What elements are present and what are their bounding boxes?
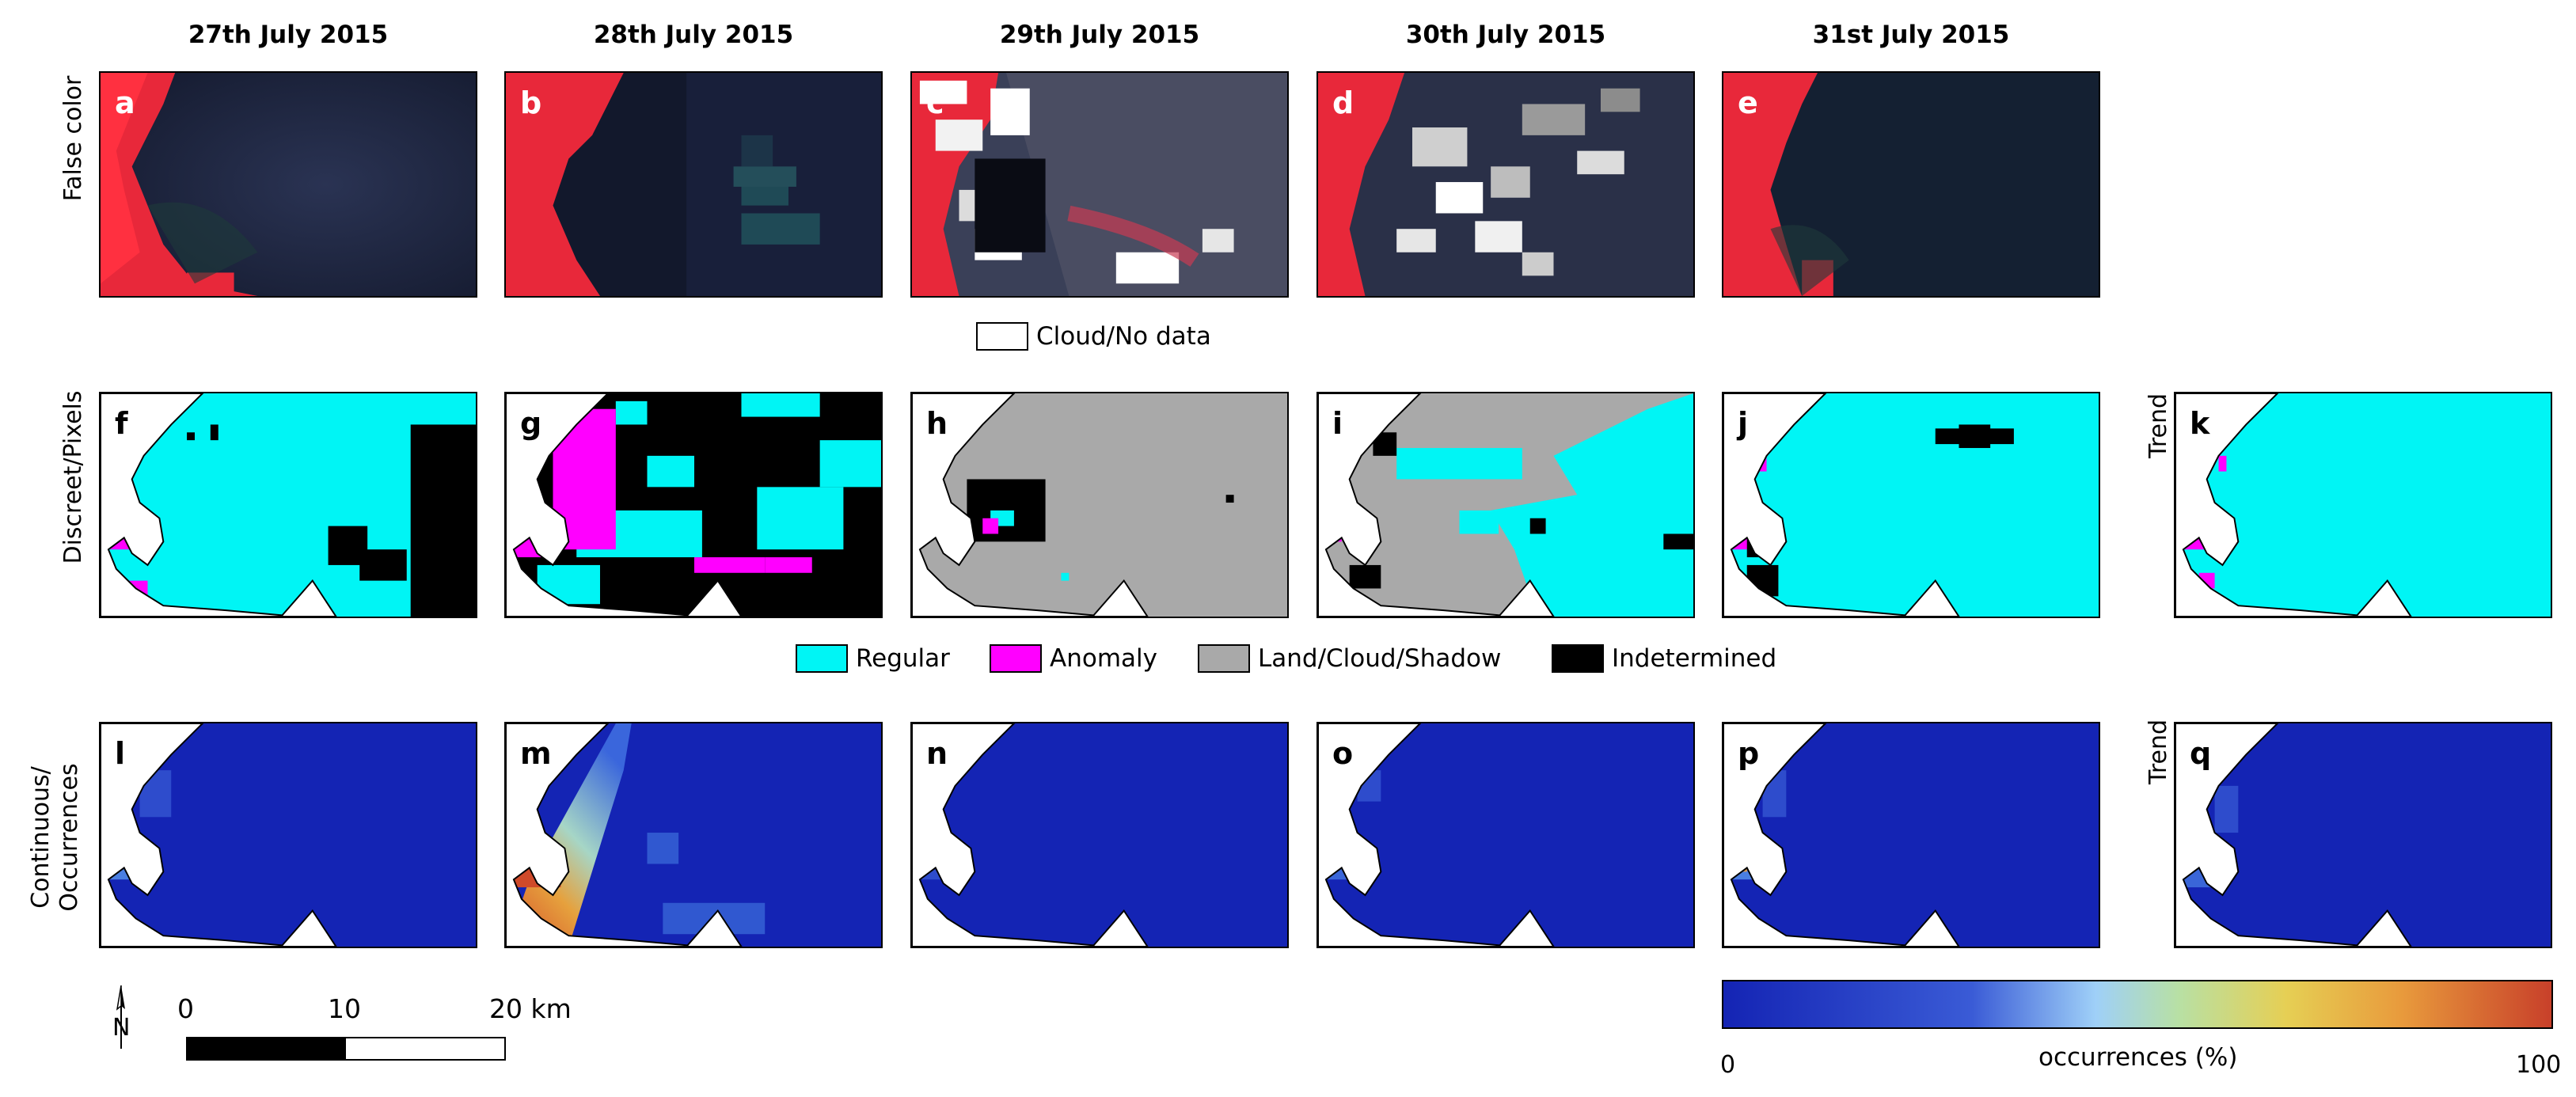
false-color-panel-e: e	[1722, 71, 2100, 298]
class-legend-land-cloud-label: Land/Cloud/Shadow	[1258, 644, 1502, 673]
colorbar-min: 0	[1720, 1051, 1736, 1079]
column-header-2: 28th July 2015	[593, 21, 794, 49]
class-legend-land-cloud: Land/Cloud/Shadow	[1198, 644, 1501, 673]
discrete-panel-k: k	[2174, 392, 2552, 618]
panel-letter-e: e	[1738, 85, 1758, 120]
column-header-4: 30th July 2015	[1405, 21, 1606, 49]
panel-letter-b: b	[520, 85, 542, 120]
discrete-panel-j: j	[1722, 392, 2100, 618]
class-legend-land-cloud-swatch	[1198, 644, 1250, 673]
row-label-continuous-line2: Occurrences	[55, 763, 83, 912]
panel-letter-o: o	[1332, 736, 1354, 771]
panel-letter-h: h	[926, 406, 948, 441]
scale-tick-0: 0	[177, 993, 194, 1024]
discrete-panel-h: h	[910, 392, 1289, 618]
land-spit	[1902, 909, 1960, 947]
class-legend-anomaly: Anomaly	[990, 644, 1157, 673]
land-spit	[1091, 909, 1149, 947]
column-header-5: 31st July 2015	[1812, 21, 2010, 49]
continuous-panel-n: n	[910, 722, 1289, 948]
discrete-panel-i: i	[1316, 392, 1695, 618]
class-legend-regular-label: Regular	[856, 644, 950, 673]
panel-letter-j: j	[1738, 406, 1749, 441]
land-spit	[279, 909, 337, 947]
continuous-panel-m: m	[504, 722, 883, 948]
discrete-panel-f: f	[99, 392, 477, 618]
continuous-panel-o: o	[1316, 722, 1695, 948]
panel-letter-p: p	[1738, 736, 1760, 771]
panel-letter-d: d	[1332, 85, 1354, 120]
colorbar-title: occurrences (%)	[2038, 1043, 2238, 1072]
trend-label-discrete: Trend	[2145, 393, 2172, 459]
row-label-discrete: Discreet/Pixels	[59, 390, 87, 564]
panel-letter-l: l	[115, 736, 126, 771]
scale-bar-black-segment	[188, 1038, 346, 1059]
class-legend-indetermined: Indetermined	[1552, 644, 1776, 673]
panel-letter-a: a	[115, 85, 135, 120]
cloud-legend: Cloud/No data	[976, 322, 1211, 351]
trend-label-continuous: Trend	[2145, 719, 2172, 785]
row-label-continuous-line1: Continuous/	[27, 766, 55, 909]
class-legend-indetermined-swatch	[1552, 644, 1604, 673]
row-label-continuous: Continuous/ Occurrences	[27, 763, 84, 911]
north-arrow-icon	[116, 985, 125, 1049]
panel-letter-c: c	[926, 85, 944, 120]
panel-letter-m: m	[520, 736, 552, 771]
column-header-1: 27th July 2015	[188, 21, 389, 49]
panel-letter-f: f	[115, 406, 128, 441]
land-spit	[685, 579, 743, 617]
class-legend-regular: Regular	[796, 644, 950, 673]
north-label: N	[112, 1014, 131, 1042]
false-color-panel-b: b	[504, 71, 883, 298]
colorbar	[1722, 980, 2553, 1029]
class-legend-regular-swatch	[796, 644, 848, 673]
column-header-3: 29th July 2015	[999, 21, 1200, 49]
cloud-legend-swatch	[976, 322, 1028, 351]
land-spit	[2354, 909, 2412, 947]
land-spit	[2354, 579, 2412, 617]
scale-tick-10: 10	[328, 993, 361, 1024]
panel-letter-i: i	[1332, 406, 1343, 441]
continuous-panel-q: q	[2174, 722, 2552, 948]
discrete-panel-g: g	[504, 392, 883, 618]
panel-letter-k: k	[2190, 406, 2210, 441]
panel-letter-n: n	[926, 736, 948, 771]
land-spit	[1091, 579, 1149, 617]
row-label-false-color: False color	[59, 75, 87, 202]
colorbar-max: 100	[2516, 1051, 2562, 1079]
class-legend-anomaly-swatch	[990, 644, 1042, 673]
panel-letter-g: g	[520, 406, 542, 441]
class-legend-indetermined-label: Indetermined	[1612, 644, 1777, 673]
land-spit	[1497, 579, 1555, 617]
panel-letter-q: q	[2190, 736, 2212, 771]
scale-bar	[186, 1037, 506, 1061]
land-spit	[1902, 579, 1960, 617]
land-spit	[1497, 909, 1555, 947]
false-color-panel-c: c	[910, 71, 1289, 298]
false-color-panel-a: a	[99, 71, 477, 298]
land-spit	[685, 909, 743, 947]
false-color-panel-d: d	[1316, 71, 1695, 298]
north-arrow: N	[101, 985, 141, 1049]
land-spit	[279, 579, 337, 617]
scale-tick-20: 20 km	[489, 993, 572, 1024]
cloud-legend-label: Cloud/No data	[1036, 322, 1211, 351]
continuous-panel-p: p	[1722, 722, 2100, 948]
continuous-panel-l: l	[99, 722, 477, 948]
class-legend-anomaly-label: Anomaly	[1050, 644, 1157, 673]
